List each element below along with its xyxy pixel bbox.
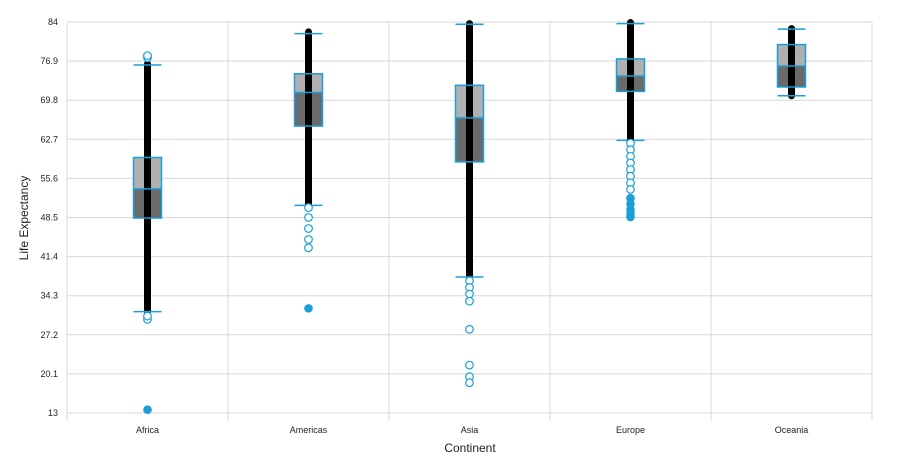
- y-tick-label: 13: [48, 408, 58, 418]
- box-outline: [132, 156, 163, 219]
- y-axis-ticks: 13 20.1 27.2 34.3 41.4 48.5 55.6 62.7 69.8 76.9 84: [40, 17, 58, 418]
- outlier-hollow: [304, 213, 313, 222]
- outlier-filled: [304, 304, 313, 313]
- box-africa: [132, 51, 163, 414]
- y-tick-label: 27.2: [40, 330, 58, 340]
- outlier-filled: [626, 212, 635, 222]
- y-tick-label: 76.9: [40, 56, 58, 66]
- y-tick-label: 41.4: [40, 252, 58, 262]
- x-tick-label: Europe: [616, 425, 645, 435]
- x-axis-ticks: Africa Americas Asia Europe Oceania: [136, 425, 808, 435]
- outlier-hollow: [626, 185, 635, 194]
- y-tick-label: 20.1: [40, 369, 58, 379]
- y-axis-title: Life Expectancy: [17, 176, 31, 261]
- box-asia: [454, 20, 485, 388]
- outlier-hollow: [465, 378, 474, 388]
- x-axis-title: Continent: [444, 441, 496, 455]
- y-tick-label: 69.8: [40, 95, 58, 105]
- box-oceania: [776, 25, 807, 100]
- box-outline: [293, 73, 324, 127]
- outlier-hollow: [465, 324, 474, 334]
- outlier-filled: [143, 405, 152, 414]
- y-tick-label: 62.7: [40, 134, 58, 144]
- x-tick-label: Oceania: [775, 425, 809, 435]
- box-americas: [293, 28, 324, 313]
- outlier-hollow: [143, 311, 152, 321]
- y-tick-label: 84: [48, 17, 58, 27]
- outlier-hollow: [465, 289, 474, 299]
- y-tick-label: 55.6: [40, 173, 58, 183]
- outlier-hollow: [304, 235, 313, 244]
- box-outline: [454, 84, 485, 163]
- box-europe: [615, 19, 646, 222]
- x-tick-label: Africa: [136, 425, 159, 435]
- outlier-hollow: [304, 224, 313, 233]
- outlier-hollow: [465, 360, 474, 370]
- outlier-hollow: [465, 296, 474, 306]
- outlier-hollow: [143, 51, 152, 60]
- x-tick-label: Americas: [290, 425, 328, 435]
- boxes-layer: [132, 19, 807, 414]
- outlier-hollow: [304, 203, 313, 212]
- x-tick-label: Asia: [461, 425, 479, 435]
- outlier-hollow: [304, 243, 313, 253]
- box-outline: [615, 58, 646, 93]
- y-tick-label: 48.5: [40, 213, 58, 223]
- y-tick-label: 34.3: [40, 291, 58, 301]
